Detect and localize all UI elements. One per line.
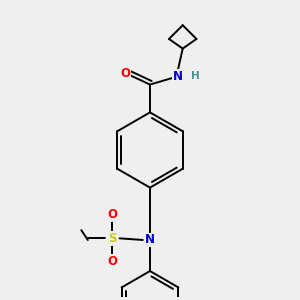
Text: N: N	[145, 233, 155, 247]
Text: H: H	[191, 71, 200, 81]
Text: O: O	[121, 67, 130, 80]
Text: O: O	[107, 208, 117, 221]
Text: N: N	[173, 70, 183, 83]
Text: S: S	[108, 232, 117, 245]
Text: O: O	[107, 255, 117, 268]
